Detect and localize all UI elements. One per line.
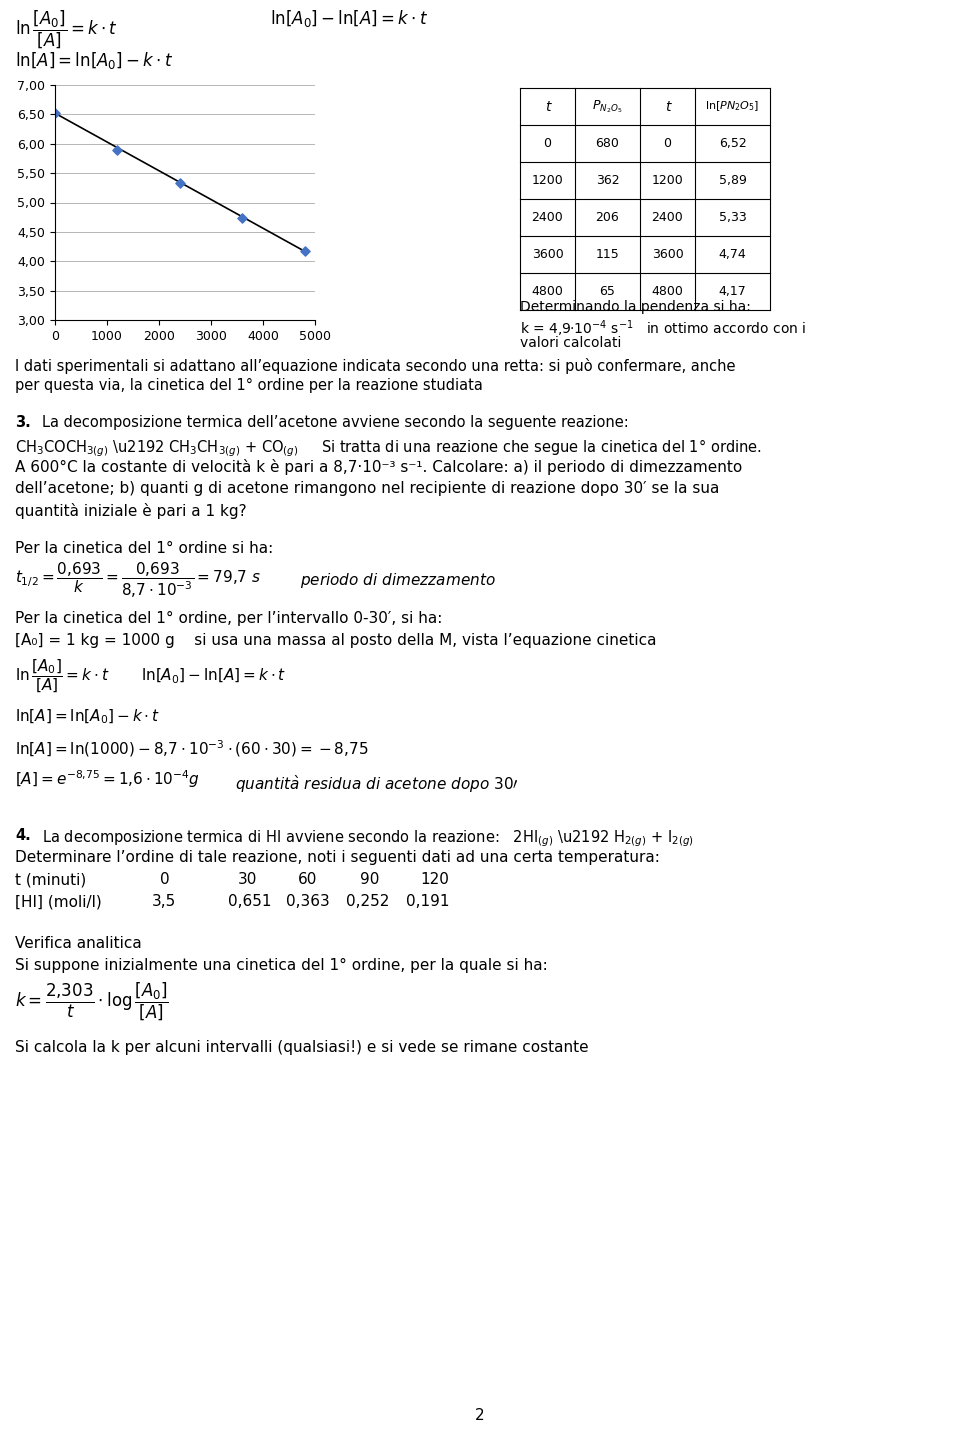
Text: 1200: 1200 <box>532 174 564 187</box>
Text: Per la cinetica del 1° ordine, per l’intervallo 0-30′, si ha:: Per la cinetica del 1° ordine, per l’int… <box>15 612 443 626</box>
Text: 2400: 2400 <box>532 211 564 224</box>
Text: 2400: 2400 <box>652 211 684 224</box>
Text: 1200: 1200 <box>652 174 684 187</box>
Text: $\mathit{quantit\grave{a}\ residua\ di\ acetone\ dopo\ 30\prime}$: $\mathit{quantit\grave{a}\ residua\ di\ … <box>235 773 519 795</box>
Text: 3,5: 3,5 <box>152 895 177 909</box>
Text: Determinare l’ordine di tale reazione, noti i seguenti dati ad una certa tempera: Determinare l’ordine di tale reazione, n… <box>15 850 660 865</box>
Text: 6,52: 6,52 <box>719 137 746 150</box>
Text: t: t <box>544 100 550 113</box>
Text: 4,17: 4,17 <box>719 284 746 299</box>
Text: dell’acetone; b) quanti g di acetone rimangono nel recipiente di reazione dopo 3: dell’acetone; b) quanti g di acetone rim… <box>15 482 719 496</box>
Text: quantità iniziale è pari a 1 kg?: quantità iniziale è pari a 1 kg? <box>15 503 247 519</box>
Text: $[A] = e^{-8{,}75} = 1{,}6 \cdot 10^{-4}g$: $[A] = e^{-8{,}75} = 1{,}6 \cdot 10^{-4}… <box>15 767 200 790</box>
Text: A 600°C la costante di velocità k è pari a 8,7·10⁻³ s⁻¹. Calcolare: a) il period: A 600°C la costante di velocità k è pari… <box>15 459 742 474</box>
Point <box>172 171 187 194</box>
Text: 60: 60 <box>298 872 318 887</box>
Text: 3600: 3600 <box>532 249 564 262</box>
Text: t (minuti): t (minuti) <box>15 872 86 887</box>
Text: 2: 2 <box>475 1408 485 1423</box>
Text: 65: 65 <box>600 284 615 299</box>
Text: 4800: 4800 <box>652 284 684 299</box>
Text: $\ln[A] = \ln[A_0] - k \cdot t$: $\ln[A] = \ln[A_0] - k \cdot t$ <box>15 50 173 71</box>
Text: 0,651: 0,651 <box>228 895 272 909</box>
Text: $\ln[A] = \ln(1000) - 8{,}7 \cdot 10^{-3} \cdot (60 \cdot 30) = -8{,}75$: $\ln[A] = \ln(1000) - 8{,}7 \cdot 10^{-3… <box>15 737 369 759</box>
Text: 362: 362 <box>596 174 619 187</box>
Text: valori calcolati: valori calcolati <box>520 336 621 350</box>
Point <box>47 101 62 124</box>
Text: [A₀] = 1 kg = 1000 g    si usa una massa al posto della M, vista l’equazione cin: [A₀] = 1 kg = 1000 g si usa una massa al… <box>15 633 657 647</box>
Text: 0: 0 <box>160 872 170 887</box>
Text: $k = \dfrac{2{,}303}{t} \cdot \log \dfrac{[A_0]}{[A]}$: $k = \dfrac{2{,}303}{t} \cdot \log \dfra… <box>15 980 169 1022</box>
Text: $\ln\dfrac{[A_0]}{[A]} = k \cdot t$       $\ln[A_0] - \ln[A] = k \cdot t$: $\ln\dfrac{[A_0]}{[A]} = k \cdot t$ $\ln… <box>15 657 286 694</box>
Text: $\ln[A_0] - \ln[A] = k \cdot t$: $\ln[A_0] - \ln[A] = k \cdot t$ <box>270 9 428 29</box>
Text: 30: 30 <box>238 872 257 887</box>
Text: 5,33: 5,33 <box>719 211 746 224</box>
Text: 3600: 3600 <box>652 249 684 262</box>
Text: $\ln[PN_2O_5]$: $\ln[PN_2O_5]$ <box>706 100 759 113</box>
Text: $\ln\dfrac{[A_0]}{[A]} = k \cdot t$: $\ln\dfrac{[A_0]}{[A]} = k \cdot t$ <box>15 9 118 50</box>
Text: k = 4,9·10$^{-4}$ s$^{-1}$   in ottimo accordo con i: k = 4,9·10$^{-4}$ s$^{-1}$ in ottimo acc… <box>520 319 806 339</box>
Text: Verifica analitica: Verifica analitica <box>15 936 142 952</box>
Text: Determinando la pendenza si ha:: Determinando la pendenza si ha: <box>520 300 751 314</box>
Text: 206: 206 <box>595 211 619 224</box>
Text: La decomposizione termica di HI avviene secondo la reazione:   2HI$_{(g)}$ \u219: La decomposizione termica di HI avviene … <box>42 827 694 849</box>
Text: $\ln[A] = \ln[A_0] - k \cdot t$: $\ln[A] = \ln[A_0] - k \cdot t$ <box>15 707 160 726</box>
Text: 0,363: 0,363 <box>286 895 329 909</box>
Point <box>297 240 312 263</box>
Text: $\mathit{periodo\ di\ dimezzamento}$: $\mathit{periodo\ di\ dimezzamento}$ <box>300 572 495 590</box>
Text: 0,191: 0,191 <box>406 895 449 909</box>
Text: [HI] (moli/l): [HI] (moli/l) <box>15 895 102 909</box>
Text: $P_{N_2O_5}$: $P_{N_2O_5}$ <box>592 99 623 114</box>
Text: 120: 120 <box>420 872 449 887</box>
Text: Per la cinetica del 1° ordine si ha:: Per la cinetica del 1° ordine si ha: <box>15 542 274 556</box>
Text: Si suppone inizialmente una cinetica del 1° ordine, per la quale si ha:: Si suppone inizialmente una cinetica del… <box>15 957 548 973</box>
Text: 0: 0 <box>543 137 551 150</box>
Text: 4800: 4800 <box>532 284 564 299</box>
Text: 680: 680 <box>595 137 619 150</box>
Text: 90: 90 <box>360 872 379 887</box>
Text: CH$_3$COCH$_{3(g)}$ \u2192 CH$_3$CH$_{3(g)}$ + CO$_{(g)}$     Si tratta di una r: CH$_3$COCH$_{3(g)}$ \u2192 CH$_3$CH$_{3(… <box>15 437 762 459</box>
Text: 4.: 4. <box>15 827 31 843</box>
Text: I dati sperimentali si adattano all’equazione indicata secondo una retta: si può: I dati sperimentali si adattano all’equa… <box>15 359 735 374</box>
Text: 0: 0 <box>663 137 671 150</box>
Text: Si calcola la k per alcuni intervalli (qualsiasi!) e si vede se rimane costante: Si calcola la k per alcuni intervalli (q… <box>15 1040 588 1055</box>
Point <box>109 139 125 161</box>
Text: 5,89: 5,89 <box>719 174 747 187</box>
Text: per questa via, la cinetica del 1° ordine per la reazione studiata: per questa via, la cinetica del 1° ordin… <box>15 379 483 393</box>
Text: 115: 115 <box>595 249 619 262</box>
Text: $t_{1/2} = \dfrac{0{,}693}{k} = \dfrac{0{,}693}{8{,}7 \cdot 10^{-3}} = 79{,}7\ s: $t_{1/2} = \dfrac{0{,}693}{k} = \dfrac{0… <box>15 562 261 600</box>
Text: La decomposizione termica dell’acetone avviene secondo la seguente reazione:: La decomposizione termica dell’acetone a… <box>42 414 629 430</box>
Text: 3.: 3. <box>15 414 31 430</box>
Text: t: t <box>664 100 670 113</box>
Text: 4,74: 4,74 <box>719 249 746 262</box>
Point <box>234 206 250 229</box>
Text: 0,252: 0,252 <box>346 895 390 909</box>
